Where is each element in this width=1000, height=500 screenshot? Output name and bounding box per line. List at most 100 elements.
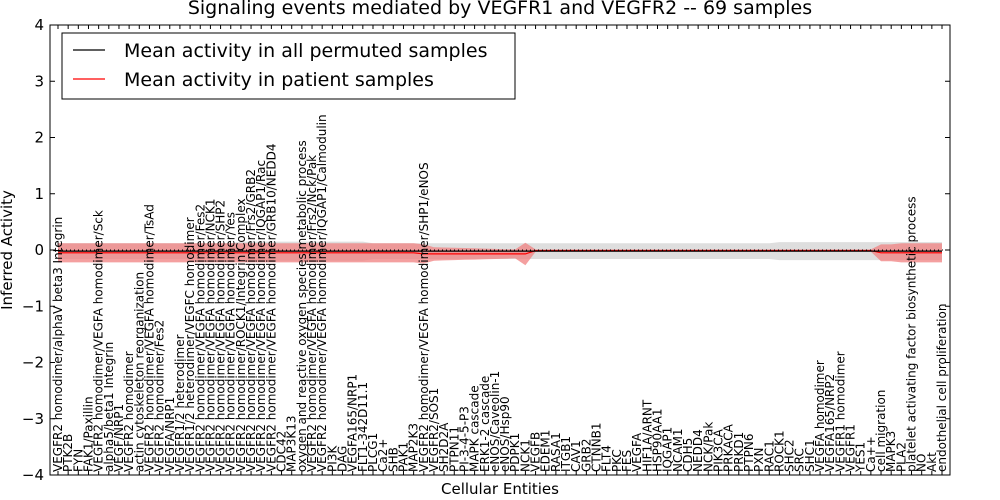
entity-label: VEGF/NRP1 <box>112 404 126 472</box>
entity-label: eNOS/Hsp90 <box>498 396 512 472</box>
entity-label: VEGFR2 homodimer/VEGFA homodimer/TsAd <box>142 204 156 472</box>
y-axis-label: Inferred Activity <box>0 190 16 310</box>
entity-label: MAP2K3 <box>407 423 421 472</box>
chart-title: Signaling events mediated by VEGFR1 and … <box>188 0 812 19</box>
y-tick-label: −2 <box>22 354 44 372</box>
entity-label: Ca++ <box>864 436 878 472</box>
entity-label: NCK/Pak <box>701 422 715 472</box>
entity-label: CDC42 <box>275 431 289 472</box>
entity-label: PI3K <box>325 445 339 472</box>
legend-box <box>61 32 516 100</box>
entity-label: VEGFR2 homodimer/VEGFA homodimer/NCK1 <box>203 198 217 472</box>
entity-label: IQGAP1 <box>661 427 675 472</box>
entity-label: ERK1-2 cascade <box>478 376 492 472</box>
entity-label: VEGFR2 homodimer/VEGFA homodimer/Sck <box>92 210 106 472</box>
entity-label: YES1 <box>854 442 868 473</box>
entity-label: NO <box>915 454 929 472</box>
entity-label: NCK1 <box>518 439 532 472</box>
entity-label: PLA2 <box>894 442 908 472</box>
y-tick-label: 1 <box>34 185 44 203</box>
entity-label: RASA1 <box>549 432 563 472</box>
entity-label: VEGFR2 homodimer/VEGFA homodimer/SHP1/eN… <box>417 162 431 472</box>
entity-label: PIK3CA <box>712 428 726 472</box>
entity-label: oxygen and reactive oxygen species metab… <box>295 140 309 472</box>
entity-label: NEDD4 <box>691 429 705 472</box>
entity-label: VEGFB <box>529 432 543 472</box>
entity-label: VEGFR2 homodimer/VEGFA homodimer/GRB10/N… <box>264 144 278 473</box>
entity-label: Akt <box>925 452 939 472</box>
entity-label: VEGFR1 homodimer <box>833 351 847 472</box>
entity-label: MAP3K13 <box>285 415 299 472</box>
entity-label: PKC <box>610 449 624 472</box>
entity-label: VEGFR2 homodimer/ROCK1/Integrin Complex <box>234 198 248 472</box>
entity-label: SRC <box>793 448 807 472</box>
entity-label: CAV1 <box>569 440 583 472</box>
entity-label: PAK1 <box>397 442 411 472</box>
entity-label: SH2D2A <box>437 422 451 472</box>
entity-label: SHB <box>386 447 400 472</box>
entity-label: PLCG1 <box>366 433 380 472</box>
entity-label: CDH5 <box>681 438 695 472</box>
entity-label: VEGFR2 homodimer/VEGFA homodimer/Frs2/Nc… <box>305 155 319 472</box>
entity-label: EDEM1 <box>539 430 553 472</box>
entity-label: VEGFR2 homodimer/VEGFA homodimer/SHP2 <box>214 200 228 472</box>
y-tick-label: −1 <box>22 297 44 315</box>
y-tick-label: 3 <box>34 72 44 90</box>
entity-label: CTNNB1 <box>590 422 604 472</box>
entity-label: NCAM1 <box>671 428 685 472</box>
entity-label: FLT1-342D11.1 <box>356 382 370 472</box>
entity-label: VEGFA165/NRP2 <box>823 374 837 472</box>
axis-ticks <box>50 24 950 476</box>
y-tick-labels: 4 3 2 1 0 −1 −2 −3 −4 <box>22 16 44 484</box>
legend: Mean activity in all permuted samples Me… <box>61 32 516 100</box>
legend-label-permuted: Mean activity in all permuted samples <box>124 40 487 62</box>
entity-label: endothelial cell proliferation <box>935 304 949 472</box>
entity-label: platelet activating factor biosynthetic … <box>905 196 919 472</box>
entity-label: PTK2B <box>61 434 75 472</box>
entity-label: VEGFA/NRP1 <box>163 397 177 472</box>
entity-label: VEGFR1 <box>844 424 858 472</box>
entity-label: actin cytoskeleton reorganization <box>132 272 146 472</box>
entity-label: Ca2+ <box>376 439 390 472</box>
entity-label: VEGFR2 homodimer/VEGFA homodimer/IQGAP1/… <box>254 160 268 472</box>
x-axis-label: Cellular Entities <box>441 480 559 498</box>
entity-label: VEGFA165/NRP1 <box>346 374 360 472</box>
entity-label: VEGFR2/SOS1 <box>427 388 441 472</box>
entity-label: RAC1 <box>762 440 776 472</box>
entity-label: SHC1 <box>803 439 817 472</box>
entity-label: SHC2 <box>783 439 797 472</box>
entity-label: VEGFR2 homodimer/alphaV beta3 Integrin <box>51 217 65 472</box>
entity-label: VEGFR2 homodimer/VEGFA homodimer/IQGAP1/… <box>315 114 329 472</box>
entity-label: VEGFR2 homodimer/VEGFA homodimer/Yes <box>224 212 238 472</box>
entity-label: eNOS/Caveolin-1 <box>488 371 502 472</box>
entity-label: HSP90AA1 <box>651 408 665 472</box>
entity-label: VEGFR2 homodimer/Fes2 <box>153 320 167 472</box>
y-tick-label: 2 <box>34 129 44 147</box>
entity-label: PTPN6 <box>742 434 756 472</box>
entity-label: PXN <box>752 448 766 472</box>
entity-label: PI-3-4-5-P3 <box>457 406 471 472</box>
entity-label: GRB2 <box>579 439 593 473</box>
entity-label: VEGFA homodimer <box>813 360 827 472</box>
entity-label: FLT4 <box>600 445 614 472</box>
y-tick-label: −3 <box>22 410 44 428</box>
entity-label: ROCK1 <box>772 430 786 472</box>
legend-label-patient: Mean activity in patient samples <box>124 69 434 91</box>
entity-label: DAG <box>336 446 350 472</box>
entity-label: MAPK3 <box>884 431 898 472</box>
entity-label: PRKD1 <box>732 432 746 472</box>
entity-label: PTPN11 <box>447 426 461 472</box>
entity-label: VEGFA <box>630 432 644 472</box>
entity-label: cell migration <box>874 390 888 472</box>
entity-label: HIF1A/ARNT <box>640 399 654 472</box>
entity-label: PRKACA <box>722 423 736 472</box>
entity-label: FAK1/Paxillin <box>82 396 96 472</box>
entity-label: VEGFR2 homodimer <box>122 351 136 472</box>
entity-labels: VEGFR2 homodimer/alphaV beta3 IntegrinPT… <box>51 114 949 473</box>
entity-label: FES <box>620 450 634 472</box>
entity-label: ITGB1 <box>559 436 573 472</box>
entity-label: MAPK cascade <box>468 385 482 472</box>
series-lines <box>58 250 942 255</box>
entity-label: VEGFR1/2 heterodimer <box>173 334 187 472</box>
